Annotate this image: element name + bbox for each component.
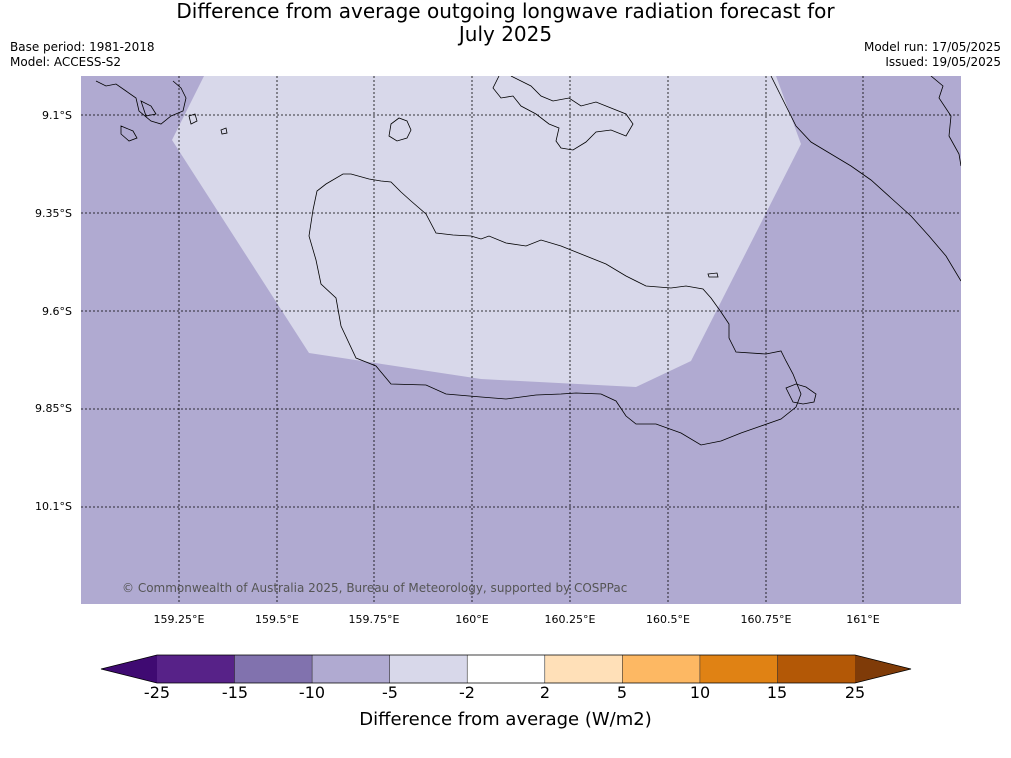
title-line-2: July 2025 [458, 22, 553, 46]
colorbar-label: Difference from average (W/m2) [359, 709, 652, 730]
colorbar-outline [100, 654, 912, 684]
colorbar-segments [101, 655, 911, 683]
colorbar-segment [699, 655, 778, 683]
anomaly-region [172, 76, 801, 387]
y-label-2: 9.35°S [35, 207, 72, 220]
colorbar-tick-2: -15 [221, 683, 249, 702]
copyright-text: © Commonwealth of Australia 2025, Bureau… [122, 581, 628, 595]
coastline-malaita-e [930, 76, 961, 167]
map-panel [81, 76, 961, 604]
x-label-4: 160°E [455, 613, 489, 626]
colorbar-tick-6: 2 [539, 683, 551, 702]
map-canvas [81, 76, 961, 604]
colorbar [100, 654, 912, 684]
coastline-marau [785, 383, 817, 405]
coastline-florida [492, 76, 634, 151]
y-label-4: 9.85°S [35, 402, 72, 415]
x-label-1: 159.25°E [153, 613, 205, 626]
colorbar-tick-9: 15 [766, 683, 788, 702]
colorbar-segment [157, 655, 236, 683]
colorbar-segment [622, 655, 701, 683]
issued-text: Issued: 19/05/2025 [885, 55, 1001, 69]
coastline-nw-4 [220, 127, 228, 135]
colorbar-tick-5: -2 [459, 683, 475, 702]
colorbar-tick-3: -10 [298, 683, 326, 702]
x-label-5: 160.25°E [544, 613, 596, 626]
colorbar-extend-low [101, 655, 157, 683]
x-label-3: 159.75°E [348, 613, 400, 626]
coastline-nw-5 [140, 100, 157, 117]
colorbar-segment [389, 655, 468, 683]
meta-left: Base period: 1981-2018 Model: ACCESS-S2 [10, 40, 155, 70]
y-label-5: 10.1°S [35, 500, 72, 513]
gridlines [81, 76, 961, 604]
coastline-islet [707, 272, 719, 278]
title-line-1: Difference from average outgoing longwav… [176, 0, 835, 23]
colorbar-segment [544, 655, 623, 683]
model-text: Model: ACCESS-S2 [10, 55, 122, 69]
model-run-text: Model run: 17/05/2025 [863, 40, 1001, 54]
coastline-savo [388, 117, 412, 142]
x-label-6: 160.5°E [646, 613, 690, 626]
colorbar-extend-high [855, 655, 911, 683]
colorbar-segment [467, 655, 546, 683]
colorbar-tick-4: -5 [382, 683, 398, 702]
colorbar-tick-8: 10 [689, 683, 711, 702]
colorbar-tick-10: 25 [844, 683, 866, 702]
colorbar-segment [234, 655, 313, 683]
map-title: Difference from average outgoing longwav… [0, 0, 1011, 46]
colorbar-tick-7: 5 [616, 683, 628, 702]
colorbar-segment [777, 655, 856, 683]
coastline-malaita [770, 76, 961, 282]
coastline-nw-1 [95, 80, 187, 125]
x-label-8: 161°E [846, 613, 880, 626]
colorbar-tick-1: -25 [143, 683, 171, 702]
base-period-text: Base period: 1981-2018 [10, 40, 155, 54]
meta-right: Model run: 17/05/2025 Issued: 19/05/2025 [864, 40, 1001, 70]
y-label-3: 9.6°S [42, 305, 72, 318]
coastline-nw-2 [120, 125, 138, 142]
y-label-1: 9.1°S [42, 109, 72, 122]
x-label-2: 159.5°E [255, 613, 299, 626]
colorbar-segment [312, 655, 391, 683]
x-label-7: 160.75°E [740, 613, 792, 626]
